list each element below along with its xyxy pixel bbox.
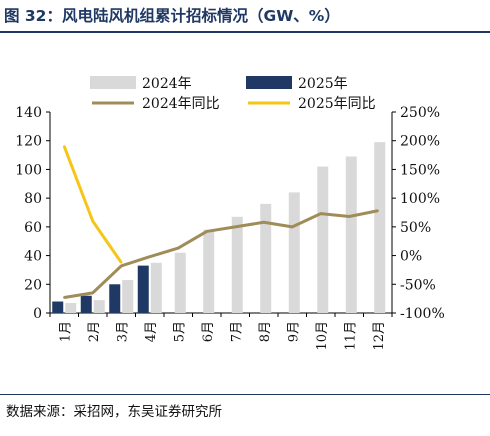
bar-2024-7: [231, 216, 243, 313]
bar-2025-3: [109, 284, 121, 313]
point-2024-yoy-2: [91, 291, 94, 295]
point-2025-yoy-2: [91, 219, 94, 223]
x-tick-label: 2月: [87, 321, 102, 342]
source-note: 数据来源：采招网，东吴证券研究所: [6, 404, 222, 420]
legend-label-4: 2025年同比: [298, 96, 376, 112]
bar-2024-11: [345, 156, 357, 313]
point-2024-yoy-10: [319, 212, 322, 215]
bar-2025-4: [137, 265, 149, 313]
point-2024-yoy-9: [291, 225, 294, 229]
x-tick-label: 12月: [372, 321, 387, 351]
chart-title: 图 32：风电陆风机组累计招标情况（GW、%）: [4, 7, 340, 25]
right-tick-label: 100%: [400, 191, 440, 207]
line-2025-yoy: [62, 145, 123, 264]
source-divider: [0, 394, 490, 395]
point-2024-yoy-8: [262, 221, 265, 224]
legend-swatch-2: [246, 76, 292, 89]
right-tick-label: 250%: [400, 105, 440, 121]
right-tick-label: 150%: [400, 162, 440, 178]
x-tick-label: 3月: [115, 321, 130, 342]
bar-2024-3: [122, 279, 134, 313]
legend-label-3: 2024年同比: [142, 96, 220, 112]
x-tick-label: 9月: [286, 321, 301, 342]
left-tick-label: 40: [24, 249, 42, 265]
point-2025-yoy-3: [120, 261, 123, 264]
left-tick-label: 100: [15, 162, 42, 178]
x-tick-label: 10月: [315, 321, 330, 351]
left-tick-label: 60: [24, 220, 42, 236]
legend: 2024年 2025年 2024年同比 2025年同比: [90, 76, 376, 112]
right-tick-label: -100%: [400, 306, 445, 322]
left-tick-label: 140: [15, 105, 42, 121]
left-axis: 0 20 40 60 80 100 120 140: [15, 105, 51, 322]
legend-swatch-1: [90, 76, 136, 89]
bar-2024-10: [317, 166, 329, 313]
right-tick-label: -50%: [400, 277, 436, 293]
bar-2024-8: [260, 203, 272, 313]
x-tick-label: 4月: [144, 321, 159, 342]
left-tick-label: 80: [24, 191, 42, 207]
legend-label-1: 2024年: [142, 76, 192, 92]
left-tick-label: 0: [33, 306, 42, 322]
left-tick-label: 20: [24, 277, 42, 293]
left-tick-label: 120: [15, 134, 42, 150]
point-2024-yoy-5: [177, 246, 180, 250]
point-2024-yoy-12: [376, 209, 379, 212]
x-tick-label: 1月: [58, 321, 73, 342]
point-2024-yoy-3: [120, 264, 123, 268]
legend-label-2: 2025年: [298, 76, 348, 92]
line-2024-yoy: [64, 209, 379, 299]
point-2024-yoy-1: [63, 296, 66, 299]
point-2024-yoy-7: [234, 225, 237, 229]
x-tick-label: 11月: [343, 321, 358, 351]
chart: 0 20 40 60 80 100 120 140 -100% -50% 0% 50% 100% 150…: [15, 76, 445, 351]
bar-2024-12: [374, 142, 386, 313]
bar-2025-2: [80, 295, 92, 313]
x-axis: 1月 2月 3月 4月 5月 6月 7月 8月 9月 10月 11月 12月: [49, 312, 393, 351]
point-2025-yoy-1: [63, 145, 66, 148]
right-tick-label: 0%: [400, 249, 422, 265]
right-tick-label: 50%: [400, 220, 431, 236]
right-axis: -100% -50% 0% 50% 100% 150% 200% 250%: [391, 105, 445, 322]
x-tick-label: 7月: [229, 321, 244, 342]
point-2024-yoy-4: [148, 255, 151, 258]
x-tick-label: 8月: [258, 321, 273, 342]
bar-2024-6: [203, 229, 215, 313]
x-tick-label: 6月: [201, 321, 216, 342]
bar-2024-4: [150, 262, 162, 313]
bars: [52, 142, 386, 313]
x-tick-label: 5月: [172, 321, 187, 342]
bar-2024-1: [65, 302, 77, 313]
bar-2024-9: [288, 192, 300, 313]
point-2024-yoy-6: [205, 230, 208, 233]
right-tick-label: 200%: [400, 134, 440, 150]
title-divider: [0, 31, 490, 33]
lines: [62, 145, 379, 299]
point-2024-yoy-11: [348, 215, 351, 218]
bar-2025-1: [52, 301, 64, 313]
bar-2024-5: [174, 252, 186, 313]
bar-2024-2: [93, 300, 105, 313]
